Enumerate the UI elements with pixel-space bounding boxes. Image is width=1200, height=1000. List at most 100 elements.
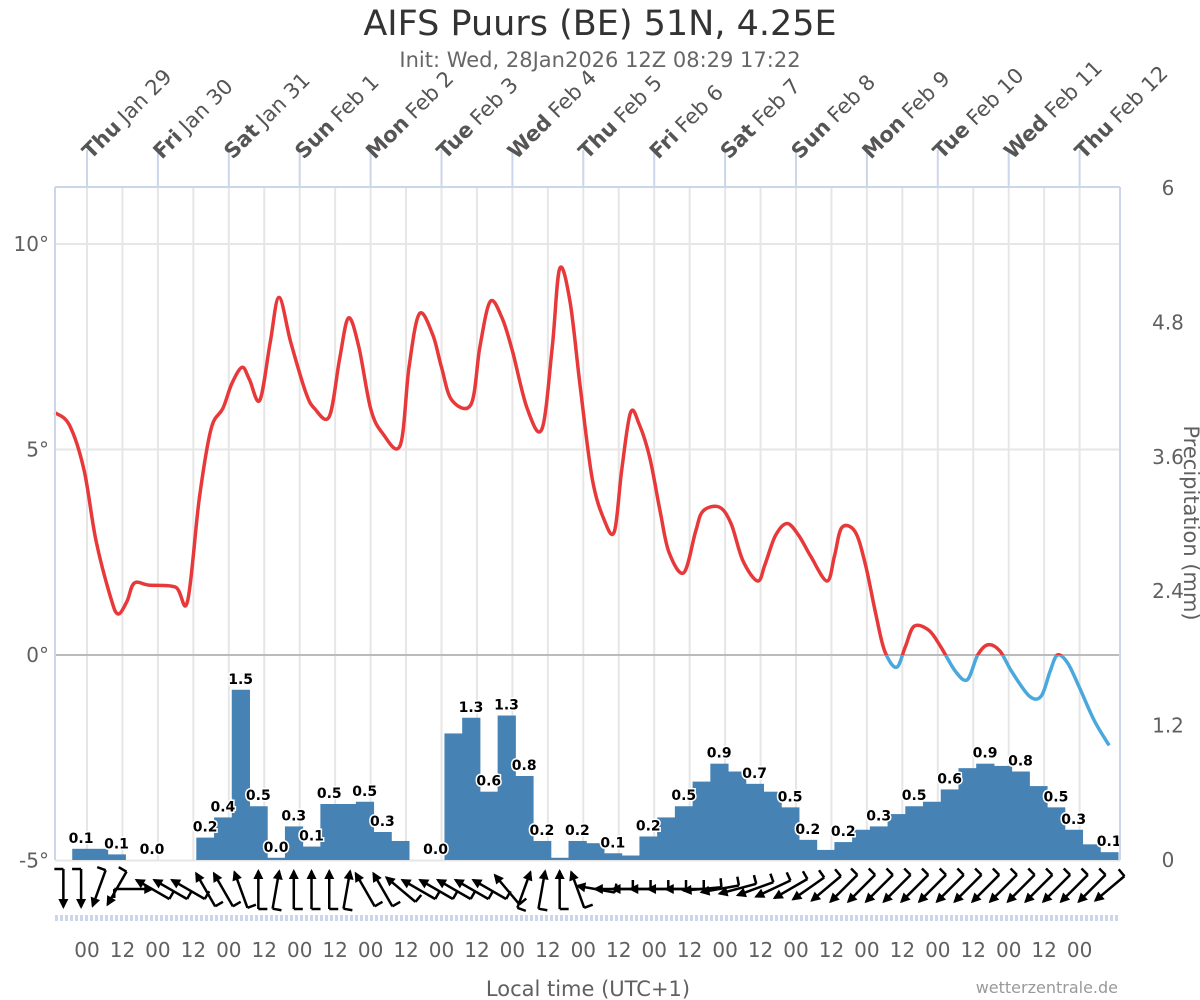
bottom-axis-tick-label: 00 [571,938,596,962]
precip-bar [1011,771,1030,860]
precip-bar [214,817,233,860]
wind-barb [538,907,548,912]
wind-arrowhead [493,873,504,885]
wind-arrowhead [935,892,947,904]
precip-bar [391,840,410,860]
precip-bar [887,814,906,860]
wind-barb [1080,867,1089,876]
wind-barb-icon [1024,867,1054,904]
precip-bar [89,848,109,860]
wind-arrowhead [152,879,164,889]
right-axis-title: Precipitation (mm) [1179,425,1200,620]
precip-data-label: 0.0 [140,842,165,858]
wind-barb-icon [493,873,528,906]
top-axis-day: Tue [432,117,478,163]
precip-bar [479,791,499,860]
wind-barb-icon [195,871,224,908]
wind-barb-icon [970,867,1001,904]
precip-data-label: 0.2 [831,824,856,840]
wind-barb-icon [152,878,193,901]
wind-arrowhead [735,887,747,898]
top-axis-day: Wed [503,110,557,164]
precip-data-label: 0.5 [1044,789,1069,805]
bottom-axis-tick-label: 12 [606,938,631,962]
temperature-series [53,265,1111,747]
bottom-axis-tick-label: 00 [500,938,525,962]
bottom-axis-tick-label: 00 [1067,938,1092,962]
wind-barb [867,867,877,876]
grid [55,187,1120,862]
wind-barb [769,873,775,883]
top-axis-day: Fri [645,125,684,164]
bottom-axis-tick-label: 00 [925,938,950,962]
wind-barb-icon [372,871,401,908]
top-axis-date: Feb 6 [671,80,728,137]
wind-barb [487,890,494,900]
wind-barb [834,868,842,877]
wind-barb [518,897,528,906]
top-axis-date: Feb 4 [544,65,601,122]
precip-data-label: 1.5 [228,672,253,688]
wind-arrowhead [288,869,299,879]
precip-data-label: 0.9 [973,746,998,762]
wind-barb-icon [646,880,688,894]
top-axis-day: Sat [219,119,264,164]
precip-bar [231,689,250,860]
precip-bar [834,842,853,860]
wind-barb-icon [554,869,569,911]
top-axis-date: Feb 5 [609,71,666,128]
wind-arrowhead [592,884,603,894]
precip-bar [852,829,871,860]
precip-data-label: 0.8 [1008,754,1033,770]
precip-bar [745,783,765,860]
bottom-axis-tick-label: 00 [216,938,241,962]
right-axis-tick-label: 0 [1162,848,1175,872]
precip-data-label: 0.1 [104,836,129,852]
bottom-axis-tick-label: 00 [145,938,170,962]
temperature-line-above-zero [53,265,1064,655]
precip-data-label: 1.3 [494,698,519,714]
wind-arrowhead [628,884,639,894]
precip-bar [267,857,286,860]
wind-barb [343,907,353,912]
left-axis-tick-label: -5° [19,849,49,873]
wind-barb-icon [699,876,741,896]
precip-data-label: 0.2 [530,823,555,839]
wind-barb-icon [953,867,983,904]
wind-arrowhead [435,879,448,889]
wind-barb [818,869,826,879]
bottom-axis-tick-label: 12 [535,938,560,962]
wind-barb-icon [569,870,594,909]
wind-arrowhead [610,884,621,894]
wind-barb-icon [54,867,69,909]
wind-barb [516,906,527,913]
top-axis-day: Fri [148,125,187,164]
wind-barb [247,903,257,909]
precip-bar [1064,829,1084,860]
bottom-axis-tick-label: 00 [712,938,737,962]
precip-bar [444,733,463,860]
wind-barb [374,900,384,908]
precip-bar [728,771,747,860]
wind-arrowhead [829,892,840,904]
bottom-axis-tick-label: 12 [181,938,206,962]
top-axis-day: Sat [716,119,761,164]
wind-barb-icon [917,867,947,904]
wind-barb [414,894,423,903]
right-axis-tick-label: 2.4 [1152,579,1184,603]
top-axis-day: Mon [857,111,910,164]
bottom-axis-tick-label: 00 [74,938,99,962]
precip-data-label: 0.0 [423,842,448,858]
precip-data-label: 0.7 [742,766,767,782]
precip-data-label: 0.1 [69,831,94,847]
wind-barb [938,867,947,876]
wind-barb-icon [212,871,242,908]
precip-bar [639,836,658,860]
precip-data-label: 0.2 [193,820,218,836]
wind-arrowhead [453,879,465,889]
precip-bar [692,781,711,860]
wind-barb-icon [717,874,758,897]
precip-data-label: 0.6 [937,771,962,787]
wind-arrowhead [1093,891,1105,902]
